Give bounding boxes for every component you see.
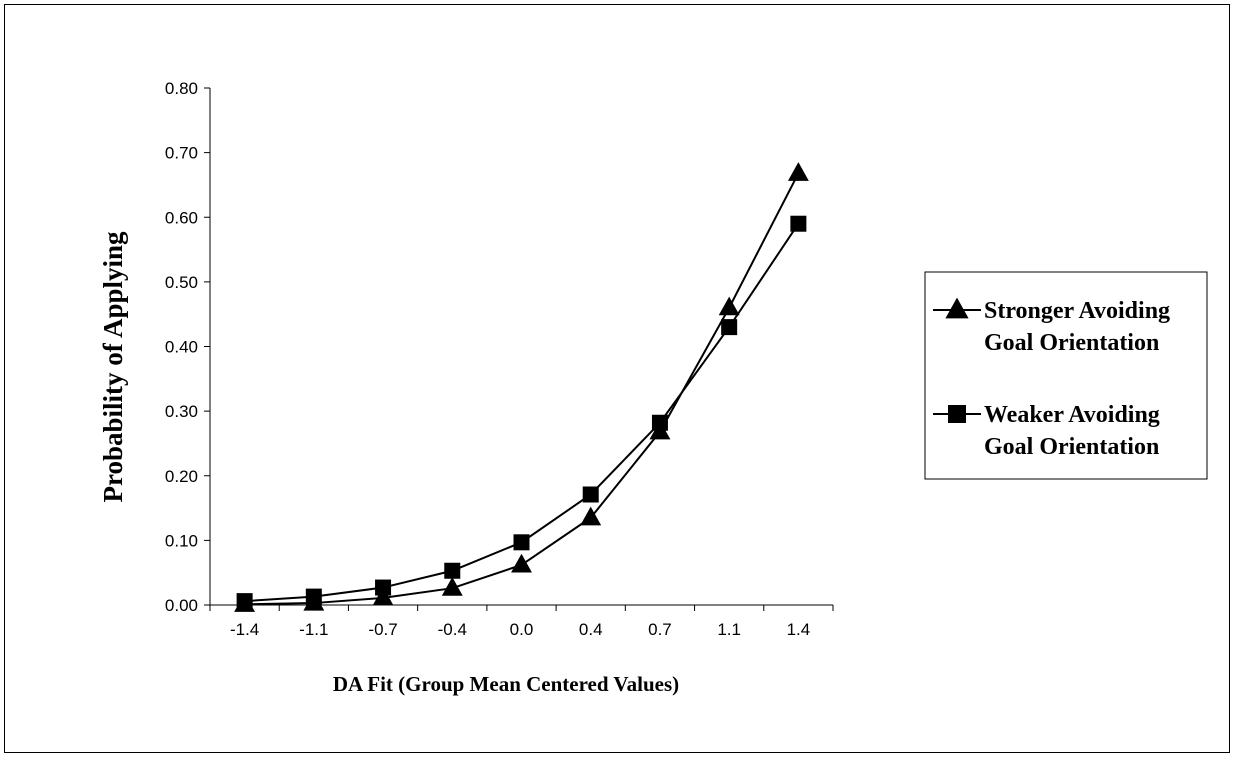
legend-label: Weaker Avoiding — [984, 402, 1160, 428]
legend-label: Goal Orientation — [984, 434, 1159, 460]
legend-box — [924, 271, 1208, 480]
y-tick-label: 0.00 — [165, 596, 198, 615]
square-marker — [375, 579, 392, 596]
series-layer — [234, 162, 809, 612]
x-tick-label: 0.0 — [510, 620, 534, 639]
square-marker — [790, 215, 807, 232]
y-tick-label: 0.70 — [165, 144, 198, 163]
triangle-marker — [372, 586, 394, 606]
legend-item-1: Stronger Avoiding Goal Orientation — [933, 297, 1170, 356]
square-marker — [948, 405, 966, 423]
square-marker — [582, 486, 599, 503]
y-tick-label: 0.20 — [165, 467, 198, 486]
triangle-marker — [718, 296, 740, 316]
x-axis-title: DA Fit (Group Mean Centered Values) — [333, 672, 679, 696]
y-tick-label: 0.10 — [165, 531, 198, 550]
triangle-marker — [441, 577, 463, 596]
square-marker — [721, 319, 738, 336]
axes: 0.00 0.10 0.20 0.30 0.40 0.50 0.60 0.70 0.80 -1.4… — [165, 79, 834, 639]
x-tick-label: 1.1 — [717, 620, 741, 639]
square-marker — [236, 593, 253, 610]
x-tick-label: 0.7 — [648, 620, 672, 639]
y-tick-label: 0.80 — [165, 79, 198, 98]
x-tick-label: 0.4 — [579, 620, 603, 639]
y-axis-title: Probability of Applying — [98, 231, 128, 503]
x-tick-label: -1.4 — [230, 620, 259, 639]
y-tick-label: 0.40 — [165, 338, 198, 357]
triangle-marker — [580, 506, 602, 526]
x-tick-label: -0.7 — [368, 620, 397, 639]
y-tick-label: 0.60 — [165, 208, 198, 227]
x-tick-label: -0.4 — [438, 620, 467, 639]
triangle-marker — [511, 553, 532, 573]
triangle-marker — [787, 162, 809, 181]
square-marker — [513, 534, 530, 551]
y-tick-label: 0.30 — [165, 402, 198, 421]
square-marker — [651, 414, 668, 431]
y-tick-label: 0.50 — [165, 273, 198, 292]
triangle-marker — [945, 297, 969, 319]
legend-item-2: Weaker Avoiding Goal Orientation — [933, 402, 1160, 460]
square-marker — [444, 562, 461, 579]
legend-label: Stronger Avoiding — [984, 298, 1170, 324]
x-tick-label: -1.1 — [299, 620, 328, 639]
x-tick-label: 1.4 — [787, 620, 811, 639]
legend-label: Goal Orientation — [984, 330, 1159, 356]
series-2 — [236, 215, 807, 610]
square-marker — [305, 588, 322, 605]
